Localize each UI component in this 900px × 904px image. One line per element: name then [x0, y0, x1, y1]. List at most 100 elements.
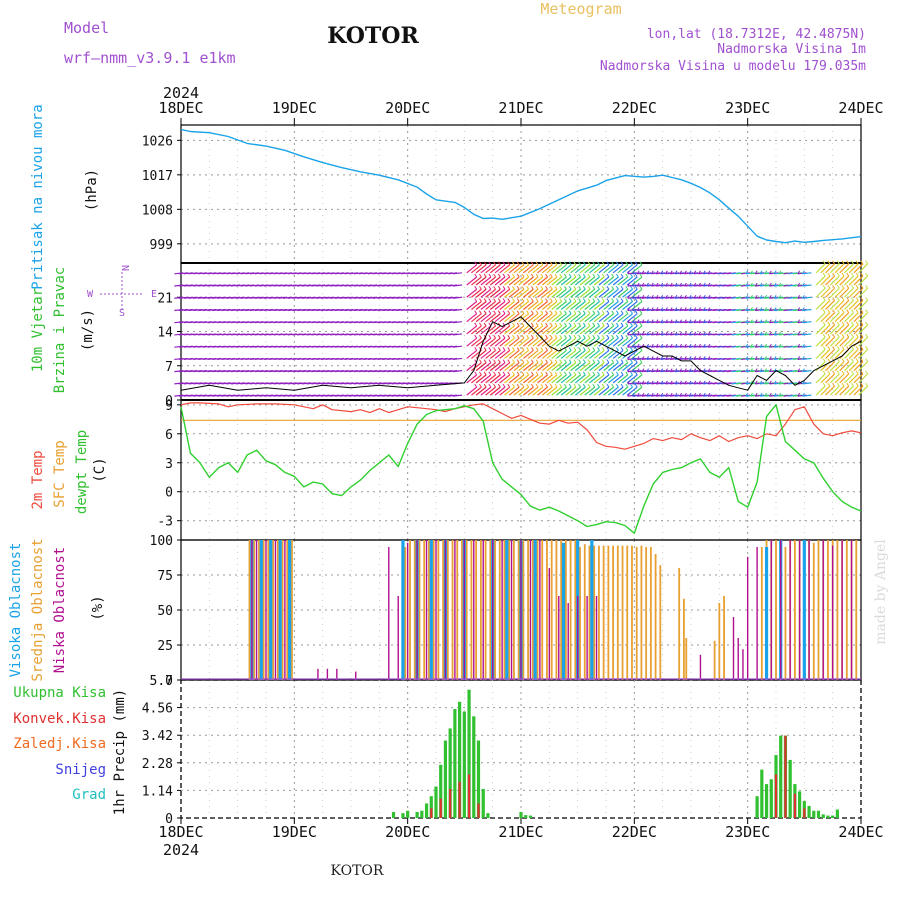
wind-barb-flag: [750, 270, 753, 275]
wind-barb: [622, 264, 633, 274]
wind-barb: [499, 313, 511, 323]
mid-cloud-bar: [574, 540, 577, 680]
wind-barb-flag: [601, 334, 605, 339]
wind-barb: [584, 337, 596, 347]
wind-barb-flag: [832, 272, 835, 277]
mid-cloud-bar: [418, 540, 421, 680]
wind-barb: [834, 312, 845, 323]
wind-barb: [825, 300, 836, 310]
wind-barb-flag: [836, 370, 840, 375]
wind-barb-flag: [754, 307, 758, 311]
wind-barb-flag: [851, 260, 854, 265]
wind-barb: [829, 312, 840, 323]
x-tick-label-bottom: 18DEC: [158, 823, 203, 841]
wind-barb-flag: [855, 284, 859, 289]
wind-barb-flag: [641, 392, 645, 397]
wind-barb-flag: [601, 359, 605, 363]
wind-barb-flag: [488, 298, 492, 302]
wind-barb: [560, 288, 572, 298]
wind-barb: [513, 337, 525, 347]
wind-barb: [518, 362, 530, 372]
wind-barb: [579, 301, 591, 310]
wind-barb-flag: [683, 331, 687, 336]
wind-barb-flag: [639, 310, 643, 314]
wind-barb-flag: [827, 284, 831, 289]
wind-barb-flag: [601, 383, 605, 388]
wind-barb: [499, 325, 511, 335]
wind-barb-flag: [592, 298, 596, 302]
wind-barb: [522, 337, 534, 347]
wind-barb: [452, 296, 463, 299]
wind-barb: [825, 373, 836, 384]
wind-barb-flag: [479, 298, 482, 302]
wind-barb: [489, 264, 501, 274]
wind-barb: [527, 264, 539, 274]
wind-barb: [532, 362, 544, 372]
wind-barb: [607, 374, 619, 384]
wind-barb-flag: [483, 359, 487, 363]
wind-barb-flag: [549, 261, 553, 266]
wind-barb-flag: [540, 334, 544, 339]
wind-barb: [546, 301, 558, 310]
total-precip-bar: [826, 815, 830, 818]
wind-barb-flag: [587, 285, 591, 290]
wind-barb: [589, 374, 600, 384]
wind-barb-flag: [832, 333, 835, 338]
low-cloud-bar: [317, 668, 319, 680]
wind-barb-flag: [836, 309, 840, 313]
wind-barb-flag: [754, 294, 758, 299]
wind-barb: [518, 276, 530, 286]
mid-cloud-bar: [784, 547, 787, 680]
wind-barb-flag: [797, 294, 801, 299]
total-precip-bar: [779, 735, 783, 818]
wind-barb-flag: [530, 334, 534, 339]
wind-barb: [844, 336, 854, 347]
wind-barb-flag: [554, 273, 558, 278]
wind-barb-flag: [615, 261, 619, 266]
low-cloud-bar: [595, 596, 598, 680]
wind-barb-flag: [702, 368, 706, 372]
wind-barb-flag: [545, 347, 548, 351]
wind-barb-flag: [702, 380, 706, 385]
wind-barb-flag: [778, 368, 782, 372]
wind-barb: [617, 325, 629, 335]
wind-barb: [607, 301, 619, 310]
wind-barb-flag: [802, 270, 805, 275]
wind-barb-flag: [832, 260, 835, 265]
wind-barb: [499, 337, 511, 347]
wind-barb-flag: [601, 322, 605, 327]
wind-barb: [802, 321, 812, 324]
wind-barb-flag: [773, 368, 777, 372]
wind-barb-flag: [660, 294, 664, 299]
wind-barb-flag: [669, 294, 673, 299]
wind-barb-flag: [865, 260, 869, 265]
wind-barb-flag: [559, 273, 563, 278]
wind-barb-flag: [636, 343, 640, 348]
wind-barb: [532, 337, 544, 347]
wind-barb: [485, 288, 496, 298]
wind-barb-flag: [802, 392, 805, 397]
wind-barb-flag: [512, 383, 515, 388]
wind-barb-flag: [627, 392, 631, 397]
wind-barb: [499, 386, 511, 396]
wind-barb-flag: [669, 343, 673, 348]
wind-barb: [834, 373, 845, 384]
wind-barb-flag: [832, 370, 835, 375]
total-precip-bar: [458, 701, 462, 818]
wind-barb: [617, 301, 629, 310]
wind-barb-flag: [841, 321, 845, 326]
mid-cloud-bar: [550, 540, 553, 680]
wind-barb-flag: [634, 334, 638, 339]
wind-barb: [452, 272, 463, 275]
wind-barb: [527, 386, 539, 396]
wind-barb-flag: [634, 273, 638, 278]
wind-barb-flag: [650, 380, 654, 385]
wind-barb: [612, 288, 624, 298]
wind-barb-flag: [620, 359, 624, 363]
wind-barb-flag: [493, 273, 496, 278]
wind-barb-flag: [759, 368, 763, 372]
mid-cloud-bar: [258, 540, 260, 680]
y-tick-label: 1008: [142, 203, 173, 218]
wind-barb-flag: [632, 319, 635, 323]
high-cloud-bar: [533, 540, 537, 680]
